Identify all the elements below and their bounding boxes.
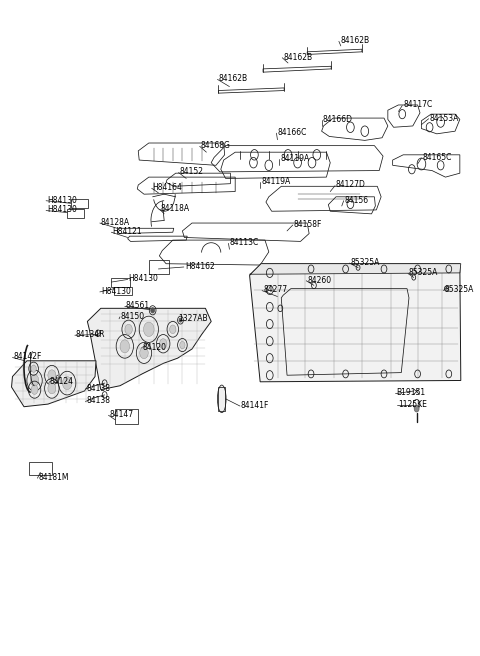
Text: 84162B: 84162B xyxy=(283,52,312,62)
Text: H84130: H84130 xyxy=(129,274,158,283)
Circle shape xyxy=(151,308,155,313)
Circle shape xyxy=(414,405,419,412)
Circle shape xyxy=(120,340,130,353)
Text: 84119A: 84119A xyxy=(280,154,310,163)
Circle shape xyxy=(140,347,148,359)
Text: 84119A: 84119A xyxy=(261,176,290,186)
Polygon shape xyxy=(250,264,461,382)
Circle shape xyxy=(30,375,39,386)
Bar xyxy=(29,462,52,475)
Text: 84141F: 84141F xyxy=(241,401,269,410)
Polygon shape xyxy=(12,361,96,407)
Text: 84128A: 84128A xyxy=(101,218,130,227)
Text: 84181M: 84181M xyxy=(38,473,69,482)
Text: 84162B: 84162B xyxy=(341,36,370,45)
Text: 84158F: 84158F xyxy=(294,220,322,229)
Text: 84117C: 84117C xyxy=(403,100,432,110)
Text: 84277: 84277 xyxy=(263,285,287,295)
Text: 84113C: 84113C xyxy=(229,238,259,247)
Text: 84118A: 84118A xyxy=(161,204,190,213)
Text: 84165C: 84165C xyxy=(422,153,452,162)
Circle shape xyxy=(180,341,185,349)
Bar xyxy=(149,260,169,274)
Circle shape xyxy=(62,377,72,390)
Text: H84130: H84130 xyxy=(101,287,131,296)
Text: 84561: 84561 xyxy=(126,301,150,310)
Text: 84124: 84124 xyxy=(50,377,74,386)
Text: 85325A: 85325A xyxy=(350,258,380,267)
Bar xyxy=(115,409,138,424)
Circle shape xyxy=(169,325,176,334)
Bar xyxy=(114,287,132,295)
Text: H84130: H84130 xyxy=(47,195,77,205)
Text: 1125KE: 1125KE xyxy=(398,400,427,409)
Bar xyxy=(67,209,84,218)
Bar xyxy=(111,278,130,287)
Text: 84166D: 84166D xyxy=(323,115,352,124)
Text: 84260: 84260 xyxy=(307,276,331,285)
Polygon shape xyxy=(250,264,461,274)
Text: H84164: H84164 xyxy=(153,183,182,192)
Text: 84162B: 84162B xyxy=(218,74,248,83)
Circle shape xyxy=(144,322,154,337)
Text: 84153A: 84153A xyxy=(430,113,459,123)
Text: 84120: 84120 xyxy=(142,343,166,352)
Circle shape xyxy=(31,385,38,394)
Text: 84127D: 84127D xyxy=(336,180,366,190)
Text: 84168G: 84168G xyxy=(201,141,230,150)
Circle shape xyxy=(125,324,132,335)
Text: H84162: H84162 xyxy=(185,262,215,271)
Text: B19151: B19151 xyxy=(396,388,426,398)
Circle shape xyxy=(159,338,167,349)
Polygon shape xyxy=(87,308,211,390)
Text: 84152: 84152 xyxy=(180,167,204,176)
Circle shape xyxy=(48,370,56,380)
Text: 85325A: 85325A xyxy=(444,285,474,295)
Text: 84147: 84147 xyxy=(109,410,133,419)
Text: 84138: 84138 xyxy=(86,384,110,393)
Text: 84138: 84138 xyxy=(86,396,110,405)
Text: H84121: H84121 xyxy=(112,227,142,236)
Text: 85325A: 85325A xyxy=(409,268,438,277)
Text: H84130: H84130 xyxy=(47,205,77,215)
Ellipse shape xyxy=(217,385,226,413)
Circle shape xyxy=(179,318,182,322)
Text: 84142F: 84142F xyxy=(13,352,42,361)
Bar xyxy=(71,199,88,208)
Circle shape xyxy=(48,383,56,394)
Text: 84150: 84150 xyxy=(121,312,145,321)
Text: 84166C: 84166C xyxy=(277,128,307,137)
Text: 1327AB: 1327AB xyxy=(179,314,208,323)
Circle shape xyxy=(31,365,36,373)
Text: 84156: 84156 xyxy=(345,195,369,205)
Text: 84134R: 84134R xyxy=(76,330,105,339)
